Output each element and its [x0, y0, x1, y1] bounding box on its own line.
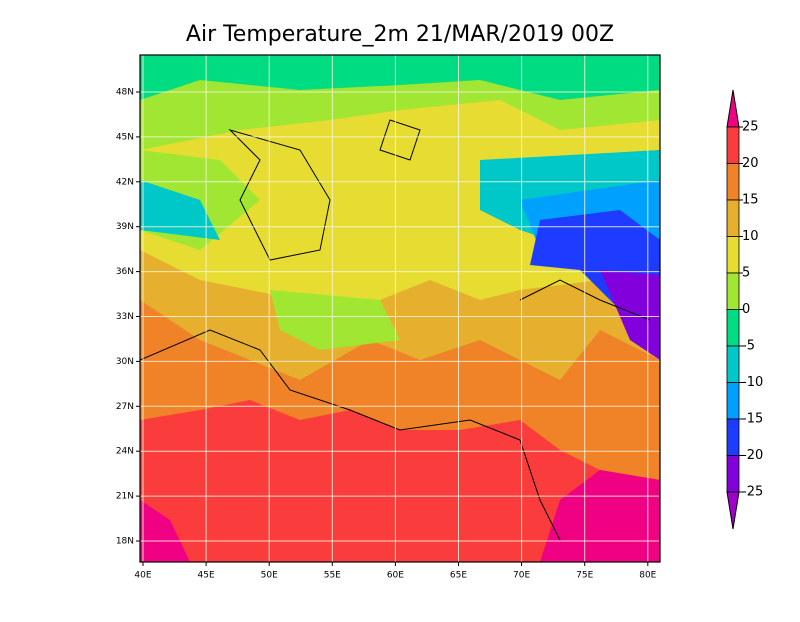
lon-label: 75E: [576, 571, 593, 581]
temperature-field: [140, 55, 660, 562]
colorbar-label: -10: [742, 375, 763, 390]
lat-label: 30N: [116, 357, 134, 367]
colorbar-segment: [726, 236, 740, 274]
lon-label: 45E: [198, 571, 215, 581]
field-region: [140, 55, 660, 100]
lat-label: 33N: [116, 312, 134, 322]
colorbar: 25 20 15 10 5 0 -5 -10 -15 -20 -25: [726, 89, 763, 530]
field-region: [140, 180, 220, 240]
colorbar-segment: [726, 199, 740, 237]
colorbar-label: -5: [742, 339, 755, 354]
lon-label: 50E: [261, 571, 278, 581]
lat-label: 45N: [116, 132, 134, 142]
lat-label: 27N: [116, 402, 134, 412]
field-region: [270, 290, 400, 350]
colorbar-label: -15: [742, 412, 763, 427]
lat-label: 42N: [116, 177, 134, 187]
title: Air Temperature_2m 21/MAR/2019 00Z: [186, 22, 614, 47]
colorbar-label: 20: [742, 156, 759, 171]
colorbar-label: 15: [742, 193, 759, 208]
lon-label: 80E: [639, 571, 656, 581]
colorbar-end: [726, 89, 740, 128]
lat-label: 24N: [116, 447, 134, 457]
field-region: [140, 500, 190, 562]
lat-label: 18N: [116, 537, 134, 547]
colorbar-label: 5: [742, 266, 750, 281]
lat-label: 36N: [116, 267, 134, 277]
colorbar-segment: [726, 309, 740, 347]
colorbar-label: -25: [742, 485, 763, 500]
lon-label: 55E: [324, 571, 341, 581]
colorbar-label: -20: [742, 448, 763, 463]
lon-label: 65E: [450, 571, 467, 581]
colorbar-segment: [726, 272, 740, 310]
lon-label: 70E: [513, 571, 530, 581]
lat-label: 21N: [116, 492, 134, 502]
graticule: 40E 45E 50E 55E 60E 65E 70E 75E 80E 48N 45N 42N 39N 3…: [116, 55, 660, 581]
lat-label: 39N: [116, 222, 134, 232]
colorbar-segment: [726, 345, 740, 383]
colorbar-segment: [726, 455, 740, 493]
colorbar-label: 10: [742, 229, 759, 244]
lat-label: 48N: [116, 88, 134, 98]
field-region: [600, 270, 660, 360]
lon-label: 40E: [134, 571, 151, 581]
colorbar-segment: [726, 382, 740, 420]
field-region: [540, 470, 660, 562]
colorbar-label: 25: [742, 120, 759, 135]
coastlines: [140, 119, 651, 541]
colorbar-end: [726, 491, 740, 530]
colorbar-label: 0: [742, 302, 750, 317]
colorbar-segment: [726, 163, 740, 201]
lon-label: 60E: [387, 571, 404, 581]
map-frame: [139, 54, 661, 563]
colorbar-segment: [726, 418, 740, 456]
colorbar-segment: [726, 126, 740, 164]
